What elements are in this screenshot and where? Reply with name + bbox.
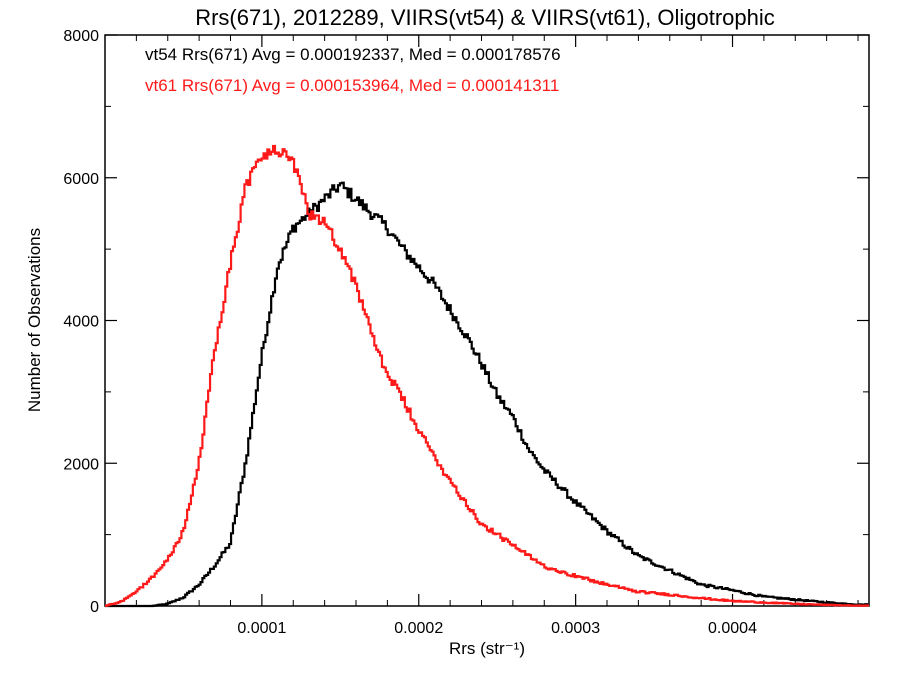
plot-frame xyxy=(104,34,870,607)
annotation-text: vt54 Rrs(671) Avg = 0.000192337, Med = 0… xyxy=(145,45,561,64)
x-axis-label: Rrs (str⁻¹) xyxy=(449,639,525,658)
series-line-vt61 xyxy=(105,144,869,607)
annotations: vt54 Rrs(671) Avg = 0.000192337, Med = 0… xyxy=(145,45,561,95)
x-tick-label: 0.0002 xyxy=(394,620,443,637)
y-tick-label: 8000 xyxy=(63,28,99,45)
series-line-vt54 xyxy=(105,181,869,608)
y-tick-label: 0 xyxy=(90,599,99,616)
y-tick-label: 2000 xyxy=(63,456,99,473)
y-tick-label: 6000 xyxy=(63,171,99,188)
x-tick-label: 0.0003 xyxy=(551,620,600,637)
y-tick-label: 4000 xyxy=(63,314,99,331)
annotation-text: vt61 Rrs(671) Avg = 0.000153964, Med = 0… xyxy=(145,76,559,95)
x-tick-label: 0.0004 xyxy=(708,620,757,637)
axis-ticks: 0.0001 0.0002 0.0003 0.0004 0 2000 4000 6000 800… xyxy=(63,28,869,637)
y-axis-label: Number of Observations xyxy=(25,228,44,412)
series-layer xyxy=(105,144,869,608)
chart-title: Rrs(671), 2012289, VIIRS(vt54) & VIIRS(v… xyxy=(195,5,775,30)
x-tick-label: 0.0001 xyxy=(237,620,286,637)
